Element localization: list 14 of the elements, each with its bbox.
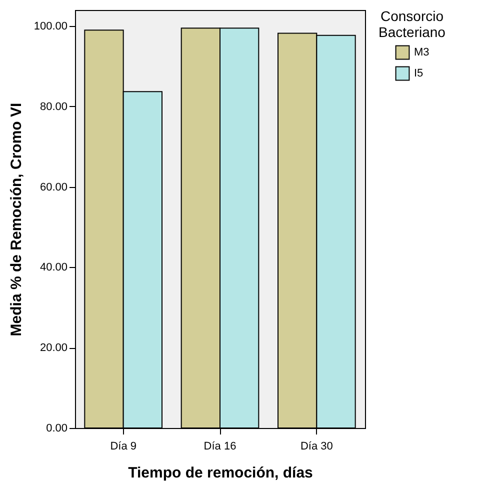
x-tick-label: Día 30 [300, 440, 333, 452]
x-tick-label: Día 16 [204, 440, 236, 452]
y-tick-label: 40.00 [40, 262, 68, 274]
y-axis-title: Media % de Remoción, Cromo VI [8, 102, 25, 336]
y-tick-label: 60.00 [40, 181, 68, 194]
legend-label: I5 [414, 68, 424, 80]
x-axis-title: Tiempo de remoción, días [128, 464, 313, 482]
y-tick-label: 100.00 [34, 20, 68, 33]
legend-title: Consorcio Bacteriano [378, 8, 446, 40]
x-tick-label: Día 9 [110, 440, 136, 452]
y-tick-label: 0.00 [46, 422, 68, 434]
y-tick-label: 20.00 [40, 342, 68, 354]
y-tick-label: 80.00 [40, 100, 68, 113]
legend-label: M3 [414, 46, 430, 58]
